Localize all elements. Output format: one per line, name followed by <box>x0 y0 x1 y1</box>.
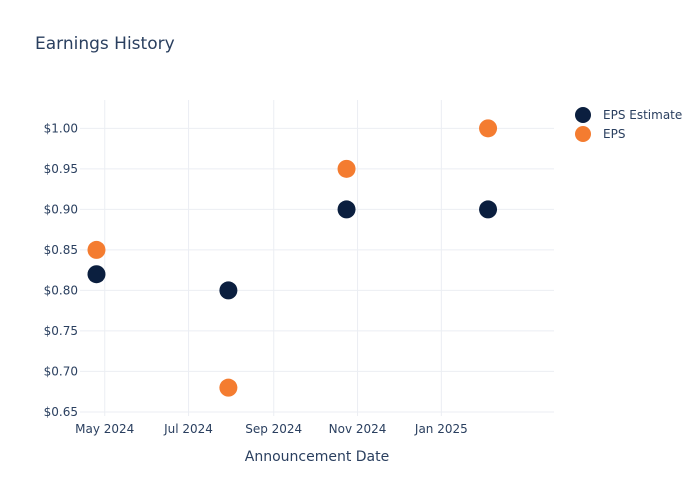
x-tick-label: Jul 2024 <box>163 422 213 436</box>
x-tick-label: Nov 2024 <box>329 422 387 436</box>
y-tick-label: $0.90 <box>44 202 78 216</box>
x-axis-ticks: May 2024 Jul 2024 Sep 2024 Nov 2024 Jan 2025 <box>75 422 468 436</box>
y-tick-label: $0.75 <box>44 324 78 338</box>
y-tick-label: $0.70 <box>44 364 78 378</box>
eps-estimate-point[interactable] <box>337 200 356 219</box>
eps-estimate-point[interactable] <box>479 200 498 219</box>
y-tick-label: $0.85 <box>44 243 78 257</box>
y-tick-label: $1.00 <box>44 121 78 135</box>
eps-point[interactable] <box>479 119 498 138</box>
x-tick-label: May 2024 <box>75 422 134 436</box>
legend-marker <box>575 126 591 142</box>
eps-estimate-point[interactable] <box>219 281 238 300</box>
eps-point[interactable] <box>87 240 106 259</box>
y-tick-label: $0.95 <box>44 162 78 176</box>
data-points <box>87 119 498 397</box>
x-axis-title: Announcement Date <box>245 449 389 465</box>
legend-label: EPS Estimate <box>603 108 682 122</box>
y-axis-ticks: $1.00 $0.95 $0.90 $0.85 $0.80 $0.75 $0.70 $0.65 <box>44 121 78 419</box>
legend-label: EPS <box>603 127 625 141</box>
legend: EPS Estimate EPS <box>575 107 682 142</box>
grid-lines <box>80 100 554 416</box>
legend-marker <box>575 107 591 123</box>
eps-estimate-point[interactable] <box>87 265 106 284</box>
x-tick-label: Jan 2025 <box>414 422 468 436</box>
eps-point[interactable] <box>219 378 238 397</box>
x-tick-label: Sep 2024 <box>245 422 302 436</box>
chart-title: Earnings History <box>35 34 175 54</box>
y-tick-label: $0.80 <box>44 283 78 297</box>
y-tick-label: $0.65 <box>44 405 78 419</box>
eps-point[interactable] <box>337 159 356 178</box>
